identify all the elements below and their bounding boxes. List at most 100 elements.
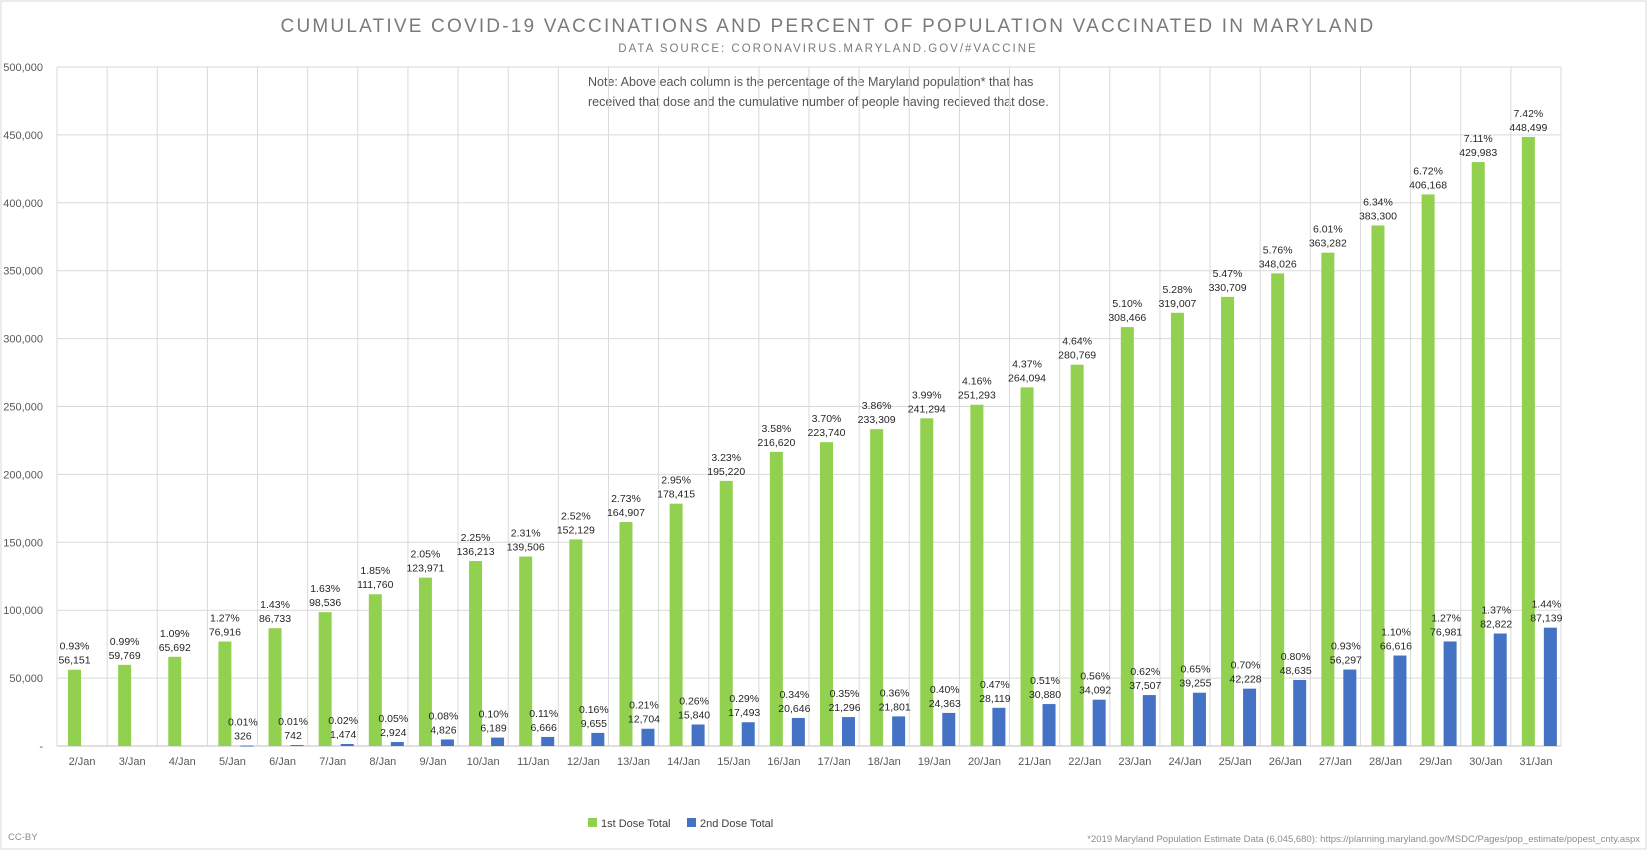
x-tick-label: 11/Jan [517,756,549,768]
x-tick-label: 10/Jan [467,756,500,768]
bar-2nd-dose [741,722,755,746]
y-tick-label: 450,000 [3,130,43,142]
data-label-1st-dose-percent: 1.63% [310,583,340,595]
data-label-1st-dose-percent: 4.16% [962,376,992,388]
data-label-2nd-dose-value: 34,092 [1079,685,1111,697]
data-label-2nd-dose-percent: 0.08% [429,710,459,722]
data-label-1st-dose-value: 76,916 [209,627,241,639]
bar-2nd-dose [1142,695,1156,746]
data-label-2nd-dose-value: 6,189 [480,723,506,735]
data-label-2nd-dose-value: 21,296 [828,702,860,714]
bar-2nd-dose [1192,692,1206,746]
data-label-1st-dose-value: 429,983 [1459,147,1497,159]
data-label-1st-dose-percent: 3.58% [761,423,791,435]
data-label-1st-dose-percent: 5.76% [1263,244,1293,256]
bar-2nd-dose [992,707,1006,746]
data-label-2nd-dose-value: 2,924 [380,727,406,739]
data-label-2nd-dose-value: 1,474 [330,729,356,741]
data-label-1st-dose-percent: 3.86% [862,400,892,412]
data-label-2nd-dose-value: 39,255 [1179,678,1211,690]
data-label-1st-dose-value: 136,213 [457,546,495,558]
data-label-2nd-dose-percent: 0.05% [378,713,408,725]
data-label-2nd-dose-value: 28,119 [979,693,1010,705]
data-label-2nd-dose-percent: 1.10% [1381,627,1411,639]
data-label-1st-dose-value: 123,971 [406,563,444,575]
legend-label-1st-dose: 1st Dose Total [601,818,671,830]
bar-1st-dose [318,612,332,746]
x-tick-label: 18/Jan [868,756,901,768]
bar-2nd-dose [791,717,805,746]
data-label-1st-dose-percent: 4.37% [1012,358,1042,370]
data-labels: 0.93% 56,151 0.99% 59,769 1.09% 65,692 1.27% 76… [58,108,1562,743]
data-label-2nd-dose-value: 48,635 [1280,665,1312,677]
y-tick-label: 100,000 [3,605,43,617]
bar-2nd-dose [1493,633,1507,746]
data-label-2nd-dose-value: 76,981 [1430,626,1462,638]
bar-1st-dose [970,404,984,746]
data-label-1st-dose-value: 348,026 [1259,258,1297,270]
data-label-1st-dose-value: 59,769 [109,650,141,662]
bar-2nd-dose [1543,627,1557,746]
footer-license: CC-BY [8,832,38,843]
data-label-2nd-dose-value: 56,297 [1330,655,1362,667]
data-label-2nd-dose-value: 42,228 [1230,674,1262,686]
data-label-2nd-dose-percent: 0.70% [1231,660,1261,672]
data-label-1st-dose-percent: 7.42% [1513,108,1543,120]
x-tick-label: 23/Jan [1118,756,1151,768]
data-label-2nd-dose-percent: 0.36% [880,687,910,699]
bar-1st-dose [368,594,382,746]
data-label-2nd-dose-percent: 0.56% [1080,671,1110,683]
data-label-2nd-dose-percent: 0.11% [529,708,558,720]
bar-2nd-dose [691,724,705,746]
data-label-2nd-dose-value: 24,363 [929,698,961,710]
x-tick-label: 19/Jan [918,756,951,768]
data-label-1st-dose-percent: 3.99% [912,389,942,401]
x-tick-label: 22/Jan [1068,756,1101,768]
chart-note-line-1: Note: Above each column is the percentag… [588,75,1033,89]
data-label-2nd-dose-percent: 0.51% [1030,675,1060,687]
x-tick-label: 27/Jan [1319,756,1352,768]
legend: 1st Dose Total 2nd Dose Total [588,818,773,830]
data-label-1st-dose-value: 152,129 [557,524,595,536]
bar-1st-dose [519,556,533,746]
data-label-2nd-dose-percent: 0.26% [679,695,709,707]
x-tick-label: 3/Jan [119,756,146,768]
bar-1st-dose [920,418,934,746]
bar-1st-dose [1170,312,1184,746]
data-label-2nd-dose-value: 30,880 [1029,689,1061,701]
x-tick-label: 15/Jan [717,756,750,768]
bar-1st-dose [870,429,884,746]
x-tick-label: 24/Jan [1168,756,1201,768]
y-tick-label: 400,000 [3,198,43,210]
bar-1st-dose [569,539,583,746]
bar-1st-dose [1421,194,1435,747]
bar-2nd-dose [591,732,605,746]
bar-1st-dose [820,442,833,746]
data-label-1st-dose-value: 65,692 [159,642,191,654]
data-label-1st-dose-value: 406,168 [1409,179,1447,191]
data-label-2nd-dose-percent: 0.21% [629,700,659,712]
data-label-1st-dose-value: 178,415 [657,489,695,501]
legend-label-2nd-dose: 2nd Dose Total [700,818,773,830]
data-label-2nd-dose-percent: 0.02% [328,715,358,727]
data-label-1st-dose-percent: 6.72% [1413,165,1443,177]
data-label-1st-dose-value: 264,094 [1008,372,1046,384]
y-tick-label: 250,000 [3,402,43,414]
bar-1st-dose [1221,296,1235,746]
gridlines [56,66,1562,747]
data-label-2nd-dose-percent: 1.44% [1531,599,1561,611]
data-label-1st-dose-percent: 2.31% [511,528,541,540]
bar-2nd-dose [1393,655,1407,746]
data-label-1st-dose-value: 233,309 [858,414,896,426]
bar-1st-dose [118,664,132,746]
x-tick-label: 20/Jan [968,756,1001,768]
data-label-1st-dose-percent: 1.43% [260,599,290,611]
data-label-2nd-dose-percent: 0.10% [479,709,509,721]
y-tick-label: - [39,741,43,753]
chart-subtitle: DATA SOURCE: CORONAVIRUS.MARYLAND.GOV/#V… [618,43,1037,55]
data-label-1st-dose-percent: 6.01% [1313,224,1343,236]
bar-2nd-dose [440,739,454,746]
bar-1st-dose [1321,252,1335,747]
x-tick-label: 7/Jan [319,756,346,768]
